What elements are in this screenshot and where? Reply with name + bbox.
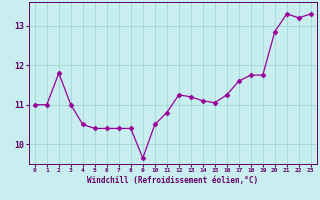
X-axis label: Windchill (Refroidissement éolien,°C): Windchill (Refroidissement éolien,°C) (87, 176, 258, 185)
